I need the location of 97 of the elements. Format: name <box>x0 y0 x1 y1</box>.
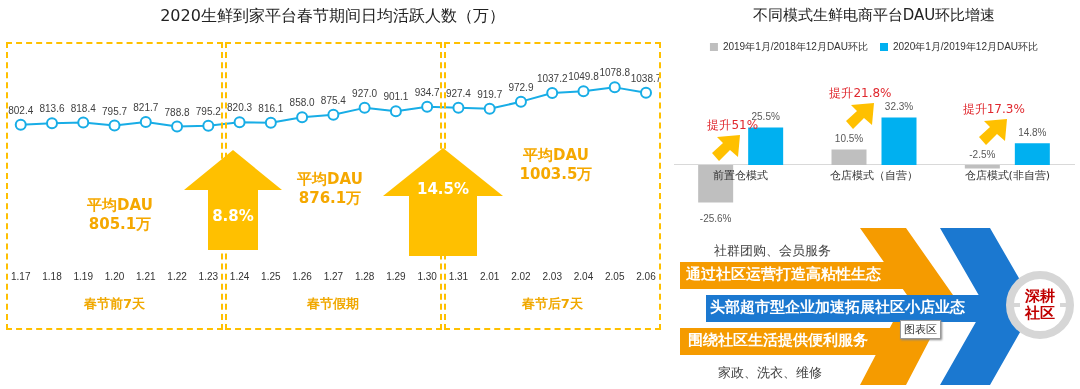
data-label: 1037.2 <box>536 72 568 84</box>
data-label: 1078.8 <box>599 67 631 79</box>
data-label: 858.0 <box>289 97 316 109</box>
x-tick-label: 2.02 <box>511 270 532 282</box>
x-tick-label: 1.29 <box>386 270 407 282</box>
text: 头部超市型企业加速拓展社区小店业态 <box>710 298 965 317</box>
text: 8.8% <box>212 207 254 226</box>
x-tick-label: 1.17 <box>11 270 31 282</box>
point <box>640 86 652 99</box>
data-label: -2.5% <box>969 148 996 160</box>
data-label: 10.5% <box>834 133 864 145</box>
data-label: 927.0 <box>352 87 378 99</box>
data-label: 927.4 <box>445 87 472 99</box>
point <box>171 120 184 133</box>
text: 提升21.8% <box>829 85 892 102</box>
point <box>389 105 402 118</box>
x-tick-label: 1.21 <box>136 270 156 282</box>
x-tick-label: 2.05 <box>605 270 625 282</box>
data-label: 1038.7 <box>630 72 662 84</box>
text: 通过社区运营打造高粘性生态 <box>686 265 881 284</box>
point <box>296 111 309 124</box>
point <box>77 116 90 129</box>
x-tick-label: 1.22 <box>167 270 188 282</box>
data-label: 972.9 <box>508 81 534 93</box>
x-tick-label: 1.18 <box>42 270 63 282</box>
x-tick-label: 1.20 <box>104 270 125 282</box>
x-tick-label: 2.06 <box>636 270 657 282</box>
legend-label: 2020年1月/2019年12月DAU环比 <box>893 40 1039 52</box>
bar <box>964 164 1000 169</box>
text: 深耕社区 <box>1020 287 1060 322</box>
text: 围绕社区生活提供便利服务 <box>688 331 868 350</box>
x-tick-label: 前置仓模式 <box>713 169 769 183</box>
data-label: 795.7 <box>102 105 128 117</box>
x-tick-label: 1.26 <box>292 270 313 282</box>
chart-title: 不同模式生鲜电商平台DAU环比增速 <box>751 6 997 25</box>
point <box>139 116 152 129</box>
text: 平均DAU 805.1万 <box>86 196 154 234</box>
text: 平均DAU 876.1万 <box>296 170 364 208</box>
data-label: 919.7 <box>477 88 503 100</box>
data-label: 1049.8 <box>568 71 600 83</box>
point <box>358 101 371 114</box>
text: 14.5% <box>416 180 470 199</box>
point <box>577 85 590 98</box>
point <box>327 108 340 121</box>
legend-label: 2019年1月/2018年12月DAU环比 <box>722 40 869 52</box>
x-tick-label: 1.25 <box>261 270 282 282</box>
point <box>108 119 121 132</box>
bar <box>1014 143 1050 165</box>
point <box>202 119 215 132</box>
x-tick-label: 1.19 <box>73 270 94 282</box>
text: 春节前7天 <box>83 296 146 313</box>
data-label: 934.7 <box>414 86 441 98</box>
x-tick-label: 2.03 <box>542 270 563 282</box>
point <box>608 81 621 94</box>
point <box>452 101 465 114</box>
data-label: 816.1 <box>258 102 284 114</box>
point <box>421 100 434 113</box>
x-tick-label: 1.23 <box>198 270 219 282</box>
data-label: 875.4 <box>320 94 347 106</box>
data-label: 821.7 <box>133 102 159 114</box>
data-label: 32.3% <box>884 101 914 113</box>
x-tick-label: 1.27 <box>323 270 344 282</box>
point <box>514 95 527 108</box>
x-tick-label: 仓店模式（自营） <box>830 169 918 183</box>
point <box>546 86 559 99</box>
bar <box>881 117 917 165</box>
data-label: 14.8% <box>1018 126 1047 138</box>
bar <box>748 127 784 165</box>
data-label: 795.2 <box>195 105 222 117</box>
point <box>483 102 496 115</box>
point <box>14 118 27 131</box>
data-label: 820.3 <box>227 102 253 114</box>
point <box>264 116 277 129</box>
data-label: 788.8 <box>164 106 190 118</box>
data-label: 818.4 <box>70 102 97 114</box>
x-tick-label: 2.01 <box>479 270 500 282</box>
x-tick-label: 1.30 <box>417 270 438 282</box>
text: 春节后7天 <box>521 296 583 313</box>
text: 图表区 <box>900 320 941 339</box>
x-tick-label: 2.04 <box>573 270 594 282</box>
x-tick-label: 仓店模式(非自营) <box>964 169 1051 183</box>
chart-title: 2020生鲜到家平台春节期间日均活跃人数（万） <box>159 6 506 27</box>
text: 提升17.3% <box>962 100 1025 118</box>
text: 家政、洗衣、维修 <box>718 364 822 382</box>
point <box>233 116 246 129</box>
text: 社群团购、会员服务 <box>714 242 831 260</box>
x-tick-label: 1.24 <box>229 270 250 282</box>
data-label: -25.6% <box>699 213 732 225</box>
point <box>46 117 58 130</box>
text: 平均DAU 1003.5万 <box>518 146 594 184</box>
data-label: 901.1 <box>383 91 409 103</box>
x-tick-label: 1.28 <box>354 270 375 282</box>
text: 春节假期 <box>307 296 360 313</box>
data-label: 813.6 <box>39 103 65 115</box>
x-tick-label: 1.31 <box>448 270 469 282</box>
bar <box>831 149 867 165</box>
data-label: 802.4 <box>8 104 34 116</box>
